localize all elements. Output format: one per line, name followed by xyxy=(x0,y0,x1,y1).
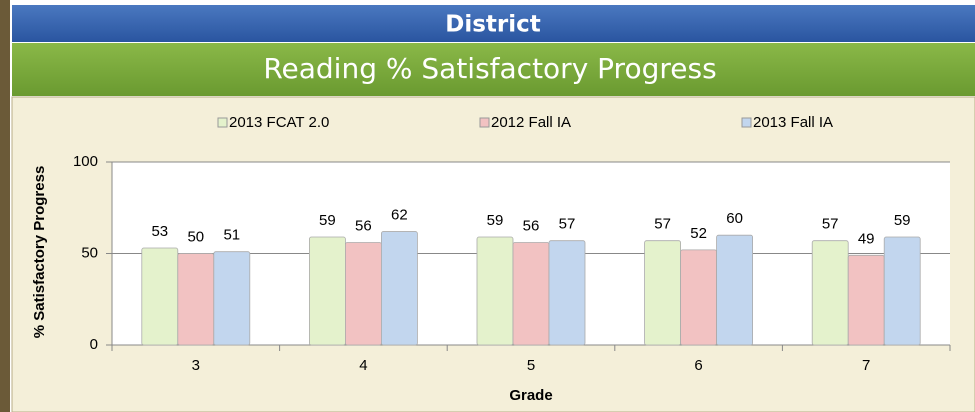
legend-swatch xyxy=(217,117,228,128)
bar xyxy=(883,236,921,346)
header-text: District xyxy=(445,12,541,38)
header-bar xyxy=(12,5,975,42)
bar xyxy=(644,240,681,346)
data-label: 60 xyxy=(726,210,743,227)
bar xyxy=(177,253,215,346)
data-label: 57 xyxy=(559,216,576,233)
bar xyxy=(716,234,753,346)
data-label: 51 xyxy=(223,227,240,244)
x-axis-label: Grade xyxy=(509,387,552,404)
legend-label: 2012 Fall IA xyxy=(491,114,571,131)
chart-title: Reading % Satisfactory Progress xyxy=(263,52,716,85)
legend-label: 2013 FCAT 2.0 xyxy=(229,114,329,131)
legend-swatch xyxy=(741,117,752,128)
bar xyxy=(213,251,251,346)
data-label: 56 xyxy=(355,217,372,234)
bar xyxy=(512,242,550,346)
data-label: 49 xyxy=(858,230,875,247)
data-label: 57 xyxy=(822,216,839,233)
data-label: 52 xyxy=(690,225,707,242)
legend-swatch xyxy=(479,117,490,128)
bar xyxy=(548,240,586,346)
data-label: 59 xyxy=(894,212,911,229)
data-label: 59 xyxy=(319,212,336,229)
y-tick-label: 100 xyxy=(73,153,98,170)
data-label: 62 xyxy=(391,207,408,224)
x-tick-label: 6 xyxy=(694,357,702,374)
x-tick-label: 7 xyxy=(862,357,870,374)
x-tick-label: 3 xyxy=(192,357,200,374)
bar xyxy=(344,242,382,346)
bar xyxy=(380,231,418,346)
bar xyxy=(476,236,514,346)
x-tick-label: 5 xyxy=(527,357,535,374)
side-strip xyxy=(0,0,10,412)
bar xyxy=(141,247,179,346)
bar xyxy=(680,249,717,346)
y-axis-label: % Satisfactory Progress xyxy=(31,166,48,339)
data-label: 50 xyxy=(187,228,204,245)
bar xyxy=(308,236,346,346)
bar xyxy=(811,240,849,346)
data-label: 53 xyxy=(151,223,168,240)
title-bar xyxy=(12,43,975,96)
data-label: 57 xyxy=(654,216,671,233)
data-label: 56 xyxy=(523,217,540,234)
bar xyxy=(847,254,885,346)
legend-label: 2013 Fall IA xyxy=(753,114,833,131)
x-tick-label: 4 xyxy=(359,357,367,374)
data-label: 59 xyxy=(487,212,504,229)
y-tick-label: 0 xyxy=(90,336,98,353)
y-tick-label: 50 xyxy=(81,244,98,261)
